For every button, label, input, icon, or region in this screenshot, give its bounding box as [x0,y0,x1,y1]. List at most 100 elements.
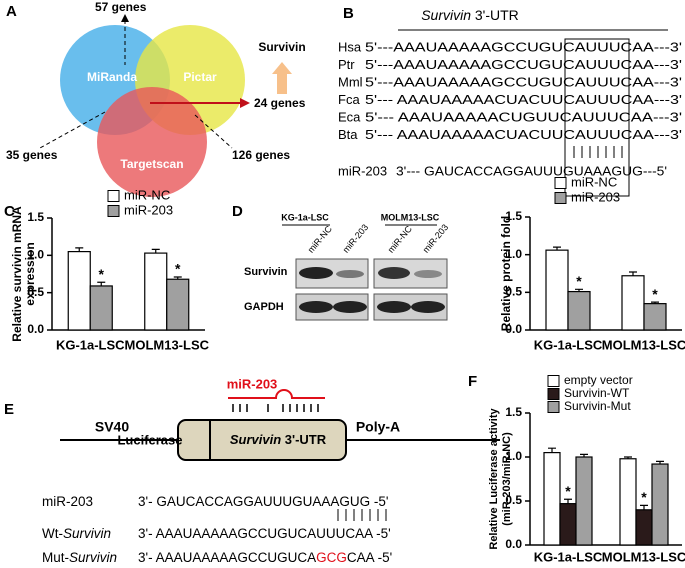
sequence: 3'- GAUCACCAGGAUUUGUAAAGUG -5' [138,494,388,509]
count-label: 57 genes [95,0,147,14]
seed-box [564,38,630,197]
y-tick-label: 1.5 [505,405,522,419]
band [333,301,367,313]
y-axis-label: (miR-203/miR-NC) [501,432,513,526]
sequence-part: GCG [316,550,347,565]
panel-label: B [343,5,354,22]
error-bar [151,248,160,254]
mirna-label: miR-203 [227,376,278,391]
panel-label: E [4,401,14,418]
bar [144,252,168,331]
x-tick-label: MOLM13-LSC [125,337,210,352]
pointer [194,114,233,149]
panel-label: F [468,373,477,390]
sequence-row: miR-203 [42,494,93,509]
lane-label: miR-203 [421,222,451,254]
band [414,270,442,278]
y-tick-label: 1.5 [505,209,522,223]
band [336,270,364,278]
target-label: Survivin [258,40,305,54]
y-tick-label: 1.0 [505,449,522,463]
legend-swatch [547,388,560,400]
western-blot: KG-1a-LSC MOLM13-LSC miR-NC miR-203 miR-NC… [244,212,451,321]
spacer [100,460,210,470]
y-tick-label: 0.0 [505,537,522,551]
significance: * [576,273,582,289]
promoter: SV40 [95,419,129,435]
error-bar [651,301,659,304]
error-bar [173,276,182,280]
bar [545,249,569,331]
group-label: KG-1a-LSC [281,212,329,222]
species: Hsa [338,39,362,54]
suffix: 3'-UTR [471,7,519,23]
legend-label: miR-203 [124,202,173,217]
y-tick-label: 0.5 [27,285,44,299]
bar [621,275,645,331]
legend-swatch [107,205,120,217]
error-bar [580,453,588,457]
x-tick-label: MOLM13-LSC [602,549,685,564]
error-bar [75,247,84,252]
bar [575,456,593,546]
species: Eca [338,109,361,124]
sequence: 3'- AAAUAAAAAGCCUGUCAGCGCAA -5' [138,550,392,565]
count-label: 35 genes [6,148,58,162]
arrowhead [121,14,129,22]
bar [89,285,113,331]
legend-label: Survivin-Mut [564,399,631,413]
sequence: 5'---AAAUAAAAAGCCUGUCAUUUCAA---3' [365,74,682,89]
y-axis-label: expression [23,242,37,305]
legend-swatch [547,375,560,387]
sequence-part: 3'- AAAUAAAAAGCCUGUCA [138,550,316,565]
polya: Poly-A [356,419,400,435]
x-tick-label: KG-1a-LSC [56,337,125,352]
bar [543,452,561,546]
count-label: 126 genes [232,148,290,162]
up-arrow [272,62,292,94]
legend-swatch [554,177,567,189]
reporter: Luciferase [117,432,182,447]
sequence: 5'--- AAAUAAAAACUACUUCAUUUCAA---3' [365,92,682,107]
alignment-title: Survivin 3'-UTR [421,7,519,23]
significance: * [641,489,647,505]
bar [651,463,669,546]
y-tick-label: 0.0 [505,322,522,336]
pairing [573,146,623,158]
y-tick-label: 1.0 [27,248,44,262]
species: Bta [338,127,358,142]
sequence: 5'--- AAAUAAAAACUGUUCAUUUCAA---3' [365,109,682,124]
y-axis-label: Relative survivin mRNA [10,206,24,342]
suffix: 3'-UTR [281,432,327,447]
row-label: miR-203 [42,494,93,509]
row-label: Wt- [42,526,63,541]
bar [559,503,577,546]
significance: * [652,286,658,302]
y-axis-label: Relative Luciferase activity [488,408,500,550]
species: Fca [338,92,360,107]
vector-box [177,419,347,461]
utr: Survivin 3'-UTR [230,432,327,447]
species: Ptr [338,57,355,72]
y-axis-label: Relative protein fold [499,216,513,331]
row-label: Mut- [42,550,69,565]
bar [166,278,190,331]
error-bar [624,456,632,459]
error-bar [564,498,572,504]
y-tick-label: 0.5 [505,285,522,299]
row-label: Survivin [63,526,111,541]
band [299,267,333,279]
y-tick-label: 0.5 [505,493,522,507]
band [411,301,445,313]
legend-swatch [547,401,560,413]
x-tick-label: KG-1a-LSC [534,549,603,564]
venn-circle [97,87,207,197]
significance: * [175,261,181,277]
sequence-row: Mut-Survivin [42,550,117,565]
panel-label: D [232,203,243,220]
protein-label: Survivin [244,266,288,278]
bar [643,303,667,331]
pairing [232,404,319,412]
x-tick-label: KG-1a-LSC [534,337,603,352]
bar [635,509,653,546]
